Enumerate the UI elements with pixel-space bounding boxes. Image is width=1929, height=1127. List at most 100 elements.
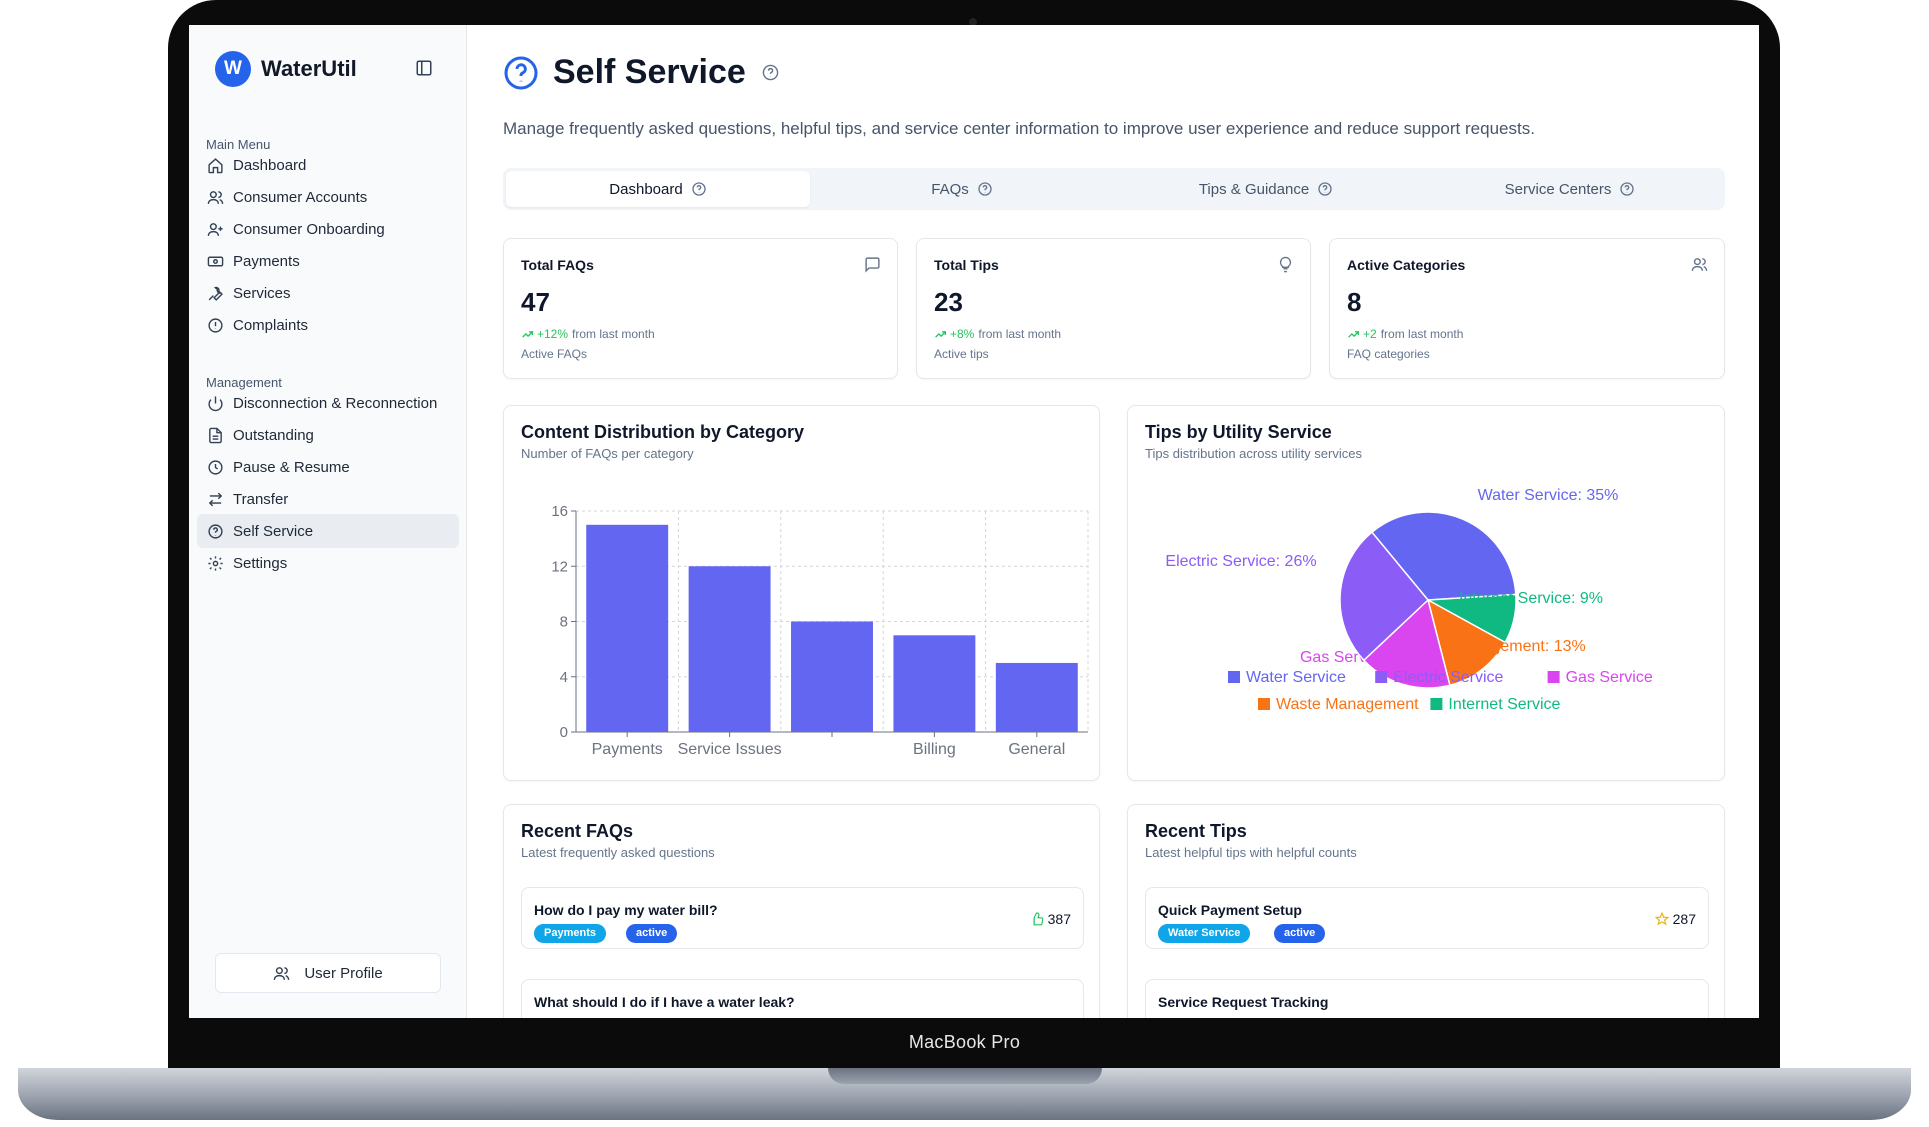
bar-chart: 0 4 8 12 16 Payments Service Issues Billing Gene…	[551, 503, 1089, 758]
stat-value: 23	[934, 287, 963, 317]
sidebar-item-label: Complaints	[233, 316, 309, 334]
tab-tips-guidance[interactable]: Tips & Guidance	[1114, 171, 1418, 207]
tips-by-service-card: Tips by Utility Service Tips distributio…	[1127, 405, 1725, 781]
wrench-icon	[208, 286, 223, 301]
card-title: Tips by Utility Service	[1145, 422, 1332, 442]
file-text-icon	[209, 427, 222, 443]
sidebar-toggle-icon[interactable]	[415, 59, 433, 77]
tab-label: Dashboard	[609, 180, 683, 198]
screen: W WaterUtil Main Menu Dashboard Consumer…	[189, 25, 1759, 1018]
sidebar-item-disconnection[interactable]: Disconnection & Reconnection	[197, 386, 459, 420]
stat-trend: +12% from last month	[521, 327, 655, 341]
tip-list-item[interactable]: Quick Payment Setup Water Service active…	[1145, 887, 1709, 949]
status-badge: active	[1274, 924, 1326, 943]
stat-title: Active Categories	[1347, 257, 1466, 273]
sidebar-item-outstanding[interactable]: Outstanding	[197, 418, 459, 452]
stat-subtitle: Active FAQs	[521, 347, 588, 361]
sidebar-item-pause-resume[interactable]: Pause & Resume	[197, 450, 459, 484]
pie-slice-label: Waste Management: 13%	[1402, 638, 1586, 655]
stat-trend: +2 from last month	[1347, 327, 1463, 341]
stat-subtitle: FAQ categories	[1347, 347, 1430, 361]
main-content: Self Service Manage frequently asked que…	[467, 25, 1759, 1018]
sidebar-item-services[interactable]: Services	[197, 276, 459, 310]
trending-up-icon	[522, 330, 534, 338]
recent-faqs-card: Recent FAQs Latest frequently asked ques…	[503, 804, 1100, 1018]
help-circle-icon	[978, 182, 992, 196]
sidebar-item-complaints[interactable]: Complaints	[197, 308, 459, 342]
user-profile-label: User Profile	[304, 964, 383, 982]
card-subtitle: Latest frequently asked questions	[521, 845, 715, 860]
stat-value: 47	[521, 287, 550, 317]
clock-icon	[208, 459, 223, 475]
bar	[995, 662, 1078, 732]
tab-label: FAQs	[931, 180, 969, 198]
device-caption: MacBook Pro	[908, 1032, 1021, 1052]
x-tick-label: Billing	[913, 741, 956, 758]
pie-slice	[1426, 598, 1507, 687]
gear-icon	[208, 555, 223, 571]
pie-slice-label: Water Service: 35%	[1478, 487, 1619, 504]
tab-service-centers[interactable]: Service Centers	[1418, 171, 1722, 207]
pie-slice-label: Internet Service: 9%	[1459, 590, 1603, 607]
status-badge: active	[626, 924, 678, 943]
legend-label: Gas Service	[1566, 669, 1653, 686]
star-icon	[1654, 912, 1669, 926]
users-icon	[207, 190, 224, 204]
y-tick-label: 12	[551, 558, 568, 575]
legend-swatch	[1375, 671, 1388, 683]
card-title: Recent Tips	[1145, 821, 1247, 841]
y-tick-label: 4	[560, 669, 568, 686]
brand-badge: W	[215, 51, 251, 87]
user-profile-button[interactable]: User Profile	[215, 953, 441, 993]
tab-label: Tips & Guidance	[1198, 180, 1310, 198]
sidebar-item-label: Payments	[233, 252, 300, 270]
content-distribution-card: Content Distribution by Category Number …	[503, 405, 1100, 781]
legend-label: Water Service	[1246, 669, 1346, 686]
tab-faqs[interactable]: FAQs	[810, 171, 1114, 207]
legend-swatch	[1430, 698, 1443, 710]
bar	[586, 524, 669, 732]
helpful-count-value: 387	[1047, 911, 1071, 927]
tab-dashboard[interactable]: Dashboard	[506, 171, 810, 207]
sidebar-item-label: Outstanding	[233, 426, 314, 444]
faq-list-item[interactable]: What should I do if I have a water leak?	[521, 979, 1084, 1018]
sidebar-item-label: Pause & Resume	[233, 458, 350, 476]
stat-title: Total FAQs	[521, 257, 594, 273]
tip-list-item[interactable]: Service Request Tracking	[1145, 979, 1709, 1018]
pie-slice	[1339, 531, 1430, 662]
faq-list-item[interactable]: How do I pay my water bill? Payments act…	[521, 887, 1084, 949]
info-help-icon[interactable]	[762, 64, 779, 81]
sidebar-item-transfer[interactable]: Transfer	[197, 482, 459, 516]
sidebar-item-consumer-accounts[interactable]: Consumer Accounts	[197, 180, 459, 214]
legend-label: Waste Management	[1276, 696, 1419, 713]
y-tick-label: 8	[560, 614, 568, 631]
help-circle-icon	[1620, 182, 1635, 196]
legend-swatch	[1258, 698, 1270, 710]
tab-bar: Dashboard FAQs Tips & Guidance Service C…	[503, 168, 1725, 210]
bar	[688, 566, 771, 732]
bar	[791, 621, 873, 732]
stat-trend-value: +12%	[537, 327, 569, 341]
pie-chart: Water Service: 35% Internet Service: 9% Wa…	[1165, 487, 1653, 713]
helpful-count-value: 287	[1672, 911, 1696, 927]
sidebar: W WaterUtil Main Menu Dashboard Consumer…	[189, 25, 467, 1018]
sidebar-item-label: Transfer	[233, 490, 289, 508]
power-icon	[208, 395, 223, 411]
sidebar-item-consumer-onboarding[interactable]: Consumer Onboarding	[197, 212, 459, 246]
brand-logo[interactable]: W WaterUtil	[215, 51, 357, 87]
sidebar-item-self-service[interactable]: Self Service	[197, 514, 459, 548]
sidebar-item-payments[interactable]: Payments	[197, 244, 459, 278]
help-circle-icon	[504, 56, 538, 89]
sidebar-item-dashboard[interactable]: Dashboard	[197, 148, 459, 182]
stat-trend-text: from last month	[572, 327, 655, 341]
sidebar-item-label: Settings	[233, 554, 288, 572]
camera-dot	[969, 18, 977, 26]
stat-trend-value: +2	[1363, 327, 1377, 341]
x-tick-label: Payments	[592, 741, 663, 758]
help-circle-icon	[692, 182, 706, 196]
sidebar-item-settings[interactable]: Settings	[197, 546, 459, 580]
users-icon	[1691, 258, 1708, 271]
stat-card-total-tips: Total Tips 23 +8% from last month Active…	[916, 238, 1311, 379]
recent-tips-card: Recent Tips Latest helpful tips with hel…	[1127, 804, 1725, 1018]
sidebar-item-label: Consumer Accounts	[233, 188, 368, 206]
